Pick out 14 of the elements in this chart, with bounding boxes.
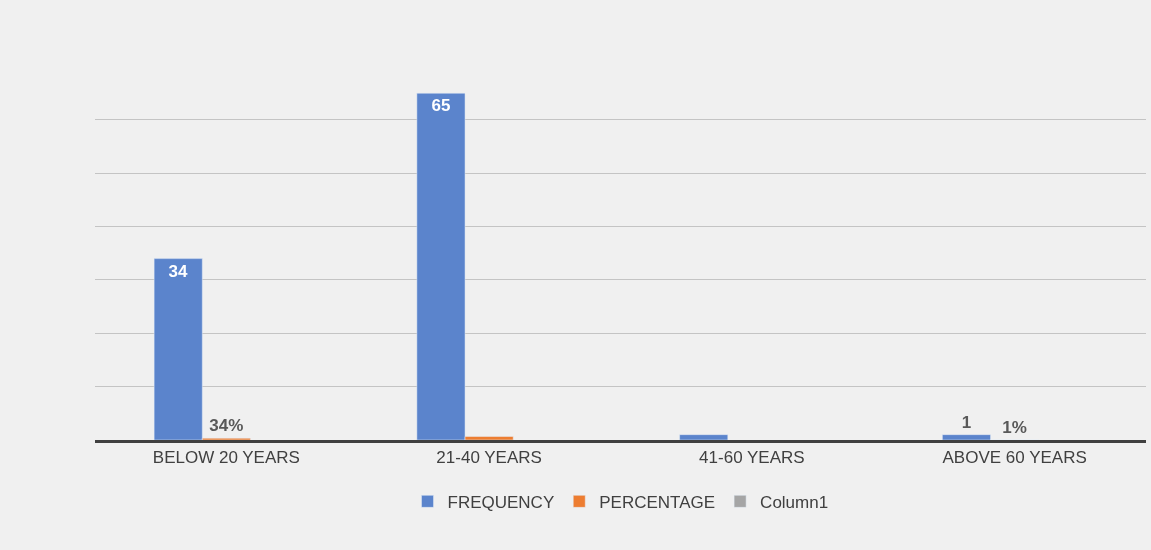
legend-label: FREQUENCY [447, 492, 555, 512]
data-label: 34 [168, 261, 188, 281]
data-label: 1 [961, 412, 972, 432]
legend-label: PERCENTAGE [599, 492, 716, 512]
x-tick-label: ABOVE 60 YEARS [942, 448, 1087, 468]
bar [942, 434, 991, 440]
legend-label: Column1 [760, 492, 829, 512]
x-tick-label: 21-40 YEARS [436, 448, 542, 468]
data-label: 1% [1002, 417, 1027, 437]
x-tick-label: 41-60 YEARS [699, 448, 805, 468]
x-tick-label: BELOW 20 YEARS [152, 448, 300, 468]
data-label: 34% [209, 416, 244, 436]
bar [679, 434, 729, 440]
data-label: 65 [431, 96, 451, 116]
